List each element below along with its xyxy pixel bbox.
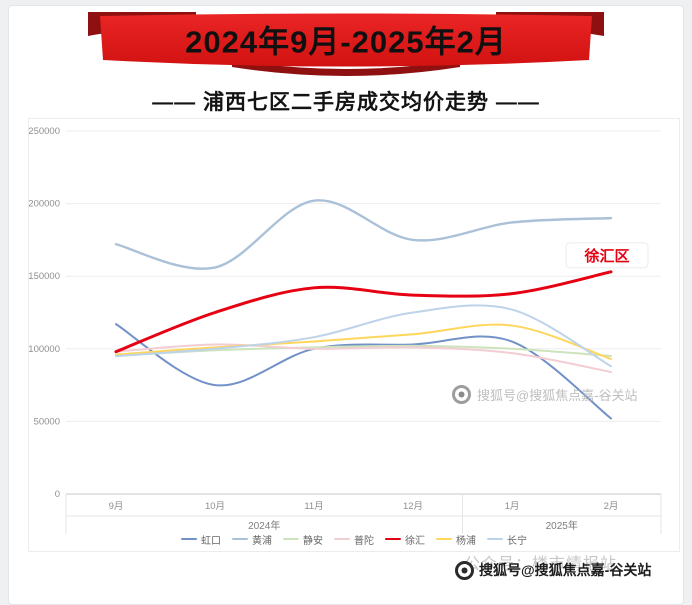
banner-ribbon-graphic: 2024年9月-2025年2月: [88, 12, 604, 76]
watermark-chart: 搜狐号@搜狐焦点嘉-谷关站: [452, 385, 638, 404]
legend-line-mark: [181, 537, 197, 541]
series-line-6: [115, 304, 612, 368]
watermark-wechat-text: 公众号：楼市情报站: [464, 556, 618, 573]
series-line-4: [114, 270, 613, 354]
legend-line-mark: [436, 537, 452, 541]
y-axis-tick-label: 200000: [29, 199, 60, 210]
y-axis-tick-label: 150000: [29, 271, 60, 282]
legend: 虹口 黄浦 静安 普陀 徐汇 杨浦 长宁: [29, 529, 679, 549]
y-axis-tick-label: 100000: [29, 344, 60, 355]
legend-item-2: 静安: [283, 532, 323, 547]
page-title: —— 浦西七区二手房成交均价走势 ——: [152, 91, 540, 114]
series-annotation: 徐汇区: [565, 242, 649, 269]
x-axis-month-label: 10月: [205, 501, 225, 512]
legend-label: 静安: [303, 535, 323, 547]
legend-item-3: 普陀: [334, 532, 374, 547]
legend-label: 杨浦: [456, 535, 476, 547]
legend-line-mark: [334, 537, 350, 541]
x-axis-month-label: 1月: [505, 501, 520, 512]
chart-panel: 0 50000 100000 150000 200000 250000 9月 10月 11月 12…: [28, 118, 680, 552]
x-axis-month-label: 12月: [403, 501, 423, 512]
series-line-5: [115, 323, 612, 360]
x-axis-year-label: 2025年: [546, 519, 578, 532]
y-axis-tick-label: 50000: [34, 416, 60, 427]
series-line-1: [114, 199, 613, 270]
legend-item-4: 徐汇: [385, 532, 425, 547]
legend-line-mark: [385, 537, 401, 541]
x-axis-month-label: 11月: [304, 501, 323, 512]
ribbon-band: [100, 13, 592, 67]
ribbon-fold-bottom: [232, 60, 460, 76]
legend-label: 普陀: [354, 535, 374, 547]
legend-label: 黄浦: [252, 535, 272, 547]
watermark-footer-text: 搜狐号@搜狐焦点嘉-谷关站: [479, 562, 652, 578]
legend-line-mark: [487, 537, 503, 541]
legend-item-5: 杨浦: [436, 532, 476, 547]
x-axis-month-label: 9月: [109, 501, 124, 512]
legend-label: 长宁: [507, 535, 527, 547]
banner-ribbon: 2024年9月-2025年2月: [84, 4, 608, 78]
line-chart: 0 50000 100000 150000 200000 250000 9月 10月 11月 12…: [28, 126, 662, 534]
y-axis-tick-label: 250000: [29, 126, 60, 137]
x-axis-month-label: 2月: [604, 501, 619, 512]
sohu-logo-icon: [452, 385, 471, 404]
legend-line-mark: [232, 537, 248, 541]
legend-line-mark: [283, 537, 299, 541]
x-axis-year-label: 2024年: [248, 519, 280, 532]
annotation-box: [565, 242, 649, 269]
legend-label: 徐汇: [405, 535, 425, 547]
annotation-label: 徐汇区: [583, 247, 629, 265]
sohu-logo-icon: [455, 560, 474, 580]
series-line-0: [115, 323, 612, 420]
y-axis-tick-label: 0: [55, 489, 60, 500]
series-line-3: [115, 343, 612, 374]
watermark-footer: 搜狐号@搜狐焦点嘉-谷关站: [455, 560, 651, 580]
legend-item-1: 黄浦: [232, 532, 272, 547]
legend-item-0: 虹口: [181, 532, 221, 547]
series-line-2: [115, 344, 612, 358]
banner-title: 2024年9月-2025年2月: [185, 25, 507, 60]
legend-label: 虹口: [201, 535, 221, 547]
legend-item-6: 长宁: [487, 532, 527, 547]
watermark-chart-text: 搜狐号@搜狐焦点嘉-谷关站: [477, 388, 638, 403]
